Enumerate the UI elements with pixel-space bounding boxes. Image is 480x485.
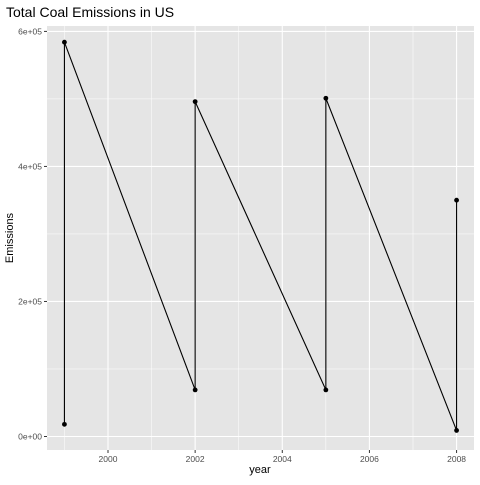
data-point bbox=[454, 197, 459, 203]
data-point bbox=[323, 95, 329, 101]
data-point bbox=[192, 99, 198, 105]
y-tick-label: 4e+05 bbox=[18, 161, 42, 171]
y-tick-label: 6e+05 bbox=[18, 26, 42, 36]
x-axis-label: year bbox=[249, 464, 271, 476]
data-point bbox=[192, 387, 198, 393]
plot-panel bbox=[47, 26, 474, 450]
x-tick-label: 2006 bbox=[360, 454, 379, 464]
data-point bbox=[62, 421, 67, 427]
data-points bbox=[62, 39, 459, 433]
y-tick-label: 2e+05 bbox=[18, 296, 42, 306]
x-axis: 2000 2002 2004 2006 2008 bbox=[99, 450, 466, 464]
series-lines bbox=[63, 42, 458, 431]
y-axis-label: Emissions bbox=[4, 212, 16, 263]
x-tick-label: 2008 bbox=[447, 454, 466, 464]
data-point bbox=[323, 387, 329, 393]
x-tick-label: 2004 bbox=[273, 454, 292, 464]
data-point bbox=[454, 428, 459, 433]
x-tick-label: 2002 bbox=[186, 454, 205, 464]
x-tick-label: 2000 bbox=[99, 454, 118, 464]
y-tick-label: 0e+00 bbox=[18, 431, 42, 441]
series-line bbox=[63, 42, 458, 431]
y-axis: 0e+00 2e+05 4e+05 6e+05 bbox=[18, 26, 47, 441]
data-point bbox=[62, 39, 67, 45]
chart-title: Total Coal Emissions in US bbox=[6, 4, 174, 20]
